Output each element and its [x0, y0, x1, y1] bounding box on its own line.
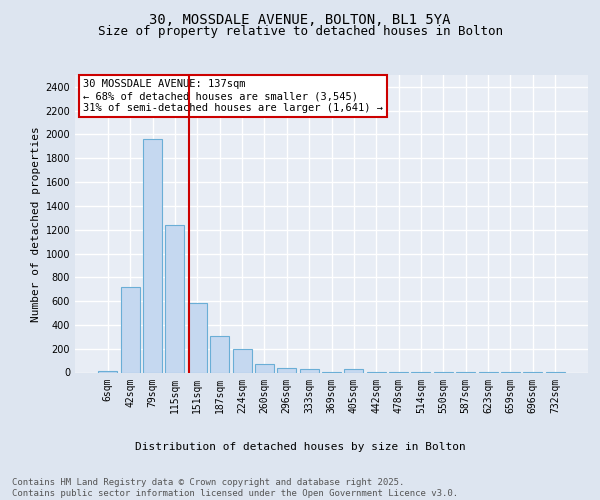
Text: 30 MOSSDALE AVENUE: 137sqm
← 68% of detached houses are smaller (3,545)
31% of s: 30 MOSSDALE AVENUE: 137sqm ← 68% of deta…	[83, 80, 383, 112]
Text: Size of property relative to detached houses in Bolton: Size of property relative to detached ho…	[97, 25, 503, 38]
Bar	[188, 304, 207, 372]
Bar	[344, 369, 364, 372]
Text: 30, MOSSDALE AVENUE, BOLTON, BL1 5YA: 30, MOSSDALE AVENUE, BOLTON, BL1 5YA	[149, 12, 451, 26]
Bar	[166, 225, 184, 372]
Bar	[255, 364, 274, 372]
Text: Distribution of detached houses by size in Bolton: Distribution of detached houses by size …	[134, 442, 466, 452]
Bar	[143, 140, 162, 372]
Bar	[277, 368, 296, 372]
Bar	[233, 348, 251, 372]
Y-axis label: Number of detached properties: Number of detached properties	[31, 126, 41, 322]
Bar	[121, 287, 140, 372]
Bar	[299, 369, 319, 372]
Bar	[210, 336, 229, 372]
Text: Contains HM Land Registry data © Crown copyright and database right 2025.
Contai: Contains HM Land Registry data © Crown c…	[12, 478, 458, 498]
